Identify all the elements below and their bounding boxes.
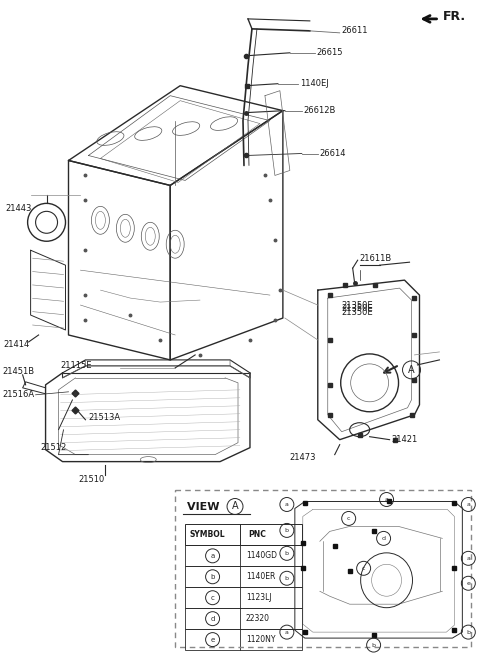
- Text: SYMBOL: SYMBOL: [189, 531, 225, 540]
- Bar: [185, 567, 302, 588]
- Text: a: a: [467, 556, 470, 561]
- Text: b: b: [285, 551, 289, 556]
- Text: 21414: 21414: [4, 341, 30, 350]
- Text: 1140GD: 1140GD: [246, 552, 277, 560]
- Text: A: A: [232, 502, 239, 512]
- Text: b: b: [285, 576, 289, 581]
- Text: 1120NY: 1120NY: [246, 635, 276, 644]
- Text: 21512: 21512: [41, 443, 67, 452]
- Text: c: c: [362, 566, 365, 571]
- Text: 22320: 22320: [246, 614, 270, 623]
- Text: a: a: [285, 502, 289, 507]
- Bar: [185, 525, 302, 546]
- Text: 26611: 26611: [342, 26, 368, 35]
- Text: b: b: [285, 528, 289, 533]
- Text: A: A: [408, 365, 415, 375]
- Bar: [185, 546, 302, 567]
- Text: a: a: [467, 502, 470, 507]
- Text: d: d: [382, 536, 385, 541]
- Text: b: b: [467, 629, 470, 635]
- Text: VIEW: VIEW: [187, 502, 224, 512]
- Text: 26614: 26614: [320, 149, 346, 158]
- Text: 21516A: 21516A: [3, 390, 35, 400]
- Text: 26615: 26615: [317, 48, 343, 57]
- Text: e: e: [210, 637, 215, 643]
- Text: a: a: [285, 629, 289, 635]
- Bar: [175, 489, 471, 647]
- Bar: [185, 608, 302, 629]
- Text: c: c: [211, 595, 215, 601]
- Text: e: e: [467, 581, 470, 586]
- Text: 21350E: 21350E: [342, 301, 373, 310]
- Text: a: a: [384, 497, 388, 502]
- Text: a: a: [210, 553, 215, 559]
- Text: 21473: 21473: [290, 453, 316, 462]
- Text: b: b: [210, 574, 215, 580]
- Text: 21611B: 21611B: [360, 253, 392, 263]
- Text: 21451B: 21451B: [3, 367, 35, 377]
- Text: 21350E: 21350E: [342, 303, 373, 312]
- Text: FR.: FR.: [443, 10, 466, 24]
- Text: d: d: [210, 616, 215, 622]
- Text: 21510: 21510: [78, 475, 105, 484]
- Text: b: b: [372, 643, 376, 648]
- Text: 21443: 21443: [6, 204, 32, 213]
- Text: 26612B: 26612B: [304, 106, 336, 115]
- Text: 21115E: 21115E: [60, 362, 92, 370]
- Text: 1123LJ: 1123LJ: [246, 593, 272, 602]
- Text: 1140ER: 1140ER: [246, 572, 276, 581]
- Text: 21350E: 21350E: [342, 308, 373, 316]
- Text: PNC: PNC: [248, 531, 266, 540]
- Bar: [185, 588, 302, 608]
- Bar: [185, 629, 302, 650]
- Text: 21421: 21421: [392, 435, 418, 444]
- Text: 1140EJ: 1140EJ: [300, 79, 329, 88]
- Text: c: c: [347, 516, 350, 521]
- Text: 21513A: 21513A: [88, 413, 120, 422]
